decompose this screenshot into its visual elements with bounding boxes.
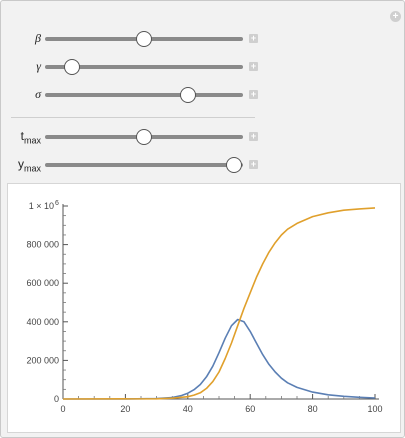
x-tick-label: 0	[60, 404, 65, 414]
ymax-label-sub: max	[23, 163, 41, 174]
gamma-slider-track[interactable]	[45, 59, 243, 75]
chart-series	[62, 207, 376, 400]
slider-row-tmax: tmax +	[1, 127, 405, 147]
y-top-label: 1 × 10	[29, 201, 54, 211]
tmax-label: tmax	[1, 129, 41, 145]
x-tick-label: 40	[183, 404, 193, 414]
slider-row-sigma: σ +	[1, 85, 405, 105]
tmax-label-sub: max	[23, 135, 41, 146]
y-tick-label: 400 000	[26, 317, 59, 327]
beta-slider-track[interactable]	[45, 31, 243, 47]
y-tick-label: 800 000	[26, 240, 59, 250]
x-tick-label: 80	[308, 404, 318, 414]
sigma-slider-track[interactable]	[45, 87, 243, 103]
tmax-label-base: t	[20, 129, 24, 143]
gamma-slider-thumb[interactable]	[63, 59, 80, 75]
x-tick-label: 100	[367, 404, 382, 414]
slider-divider	[11, 117, 255, 118]
series-line-0	[63, 318, 376, 400]
slider-row-gamma: γ +	[1, 57, 405, 77]
x-tick-label: 20	[120, 404, 130, 414]
beta-slider-thumb[interactable]	[136, 31, 152, 47]
slider-row-ymax: ymax +	[1, 155, 405, 175]
y-tick-label: 200 000	[26, 355, 59, 365]
tmax-plus-icon[interactable]: +	[249, 131, 258, 141]
chart-axes: 0 20 40 60 80 100 0 200 000 400 000 600 000 800 00…	[26, 200, 382, 414]
sigma-slider-thumb[interactable]	[179, 87, 196, 103]
x-tick-label: 60	[245, 404, 255, 414]
slider-row-beta: β +	[1, 29, 405, 49]
gamma-plus-icon[interactable]: +	[249, 61, 258, 71]
ymax-plus-icon[interactable]: +	[249, 159, 258, 169]
ymax-label-base: y	[17, 157, 24, 171]
tmax-slider-thumb[interactable]	[136, 129, 152, 145]
sigma-plus-icon[interactable]: +	[249, 89, 258, 99]
beta-plus-icon[interactable]: +	[249, 33, 258, 43]
ymax-slider-track[interactable]	[45, 157, 243, 173]
options-plus-icon[interactable]: +	[390, 11, 401, 22]
series-line-1	[62, 207, 376, 400]
sigma-label: σ	[35, 87, 41, 101]
y-top-exponent: 6	[55, 200, 59, 207]
ymax-label: ymax	[1, 157, 41, 173]
tmax-slider-track[interactable]	[45, 129, 243, 145]
gamma-label: γ	[36, 59, 41, 73]
plot-area: 0 20 40 60 80 100 0 200 000 400 000 600 000 800 00…	[7, 183, 401, 433]
y-tick-label: 600 000	[26, 278, 59, 288]
ymax-slider-thumb[interactable]	[226, 157, 243, 173]
seir-chart: 0 20 40 60 80 100 0 200 000 400 000 600 000 800 00…	[26, 200, 382, 414]
y-tick-label: 0	[54, 394, 59, 404]
beta-label: β	[35, 31, 41, 45]
